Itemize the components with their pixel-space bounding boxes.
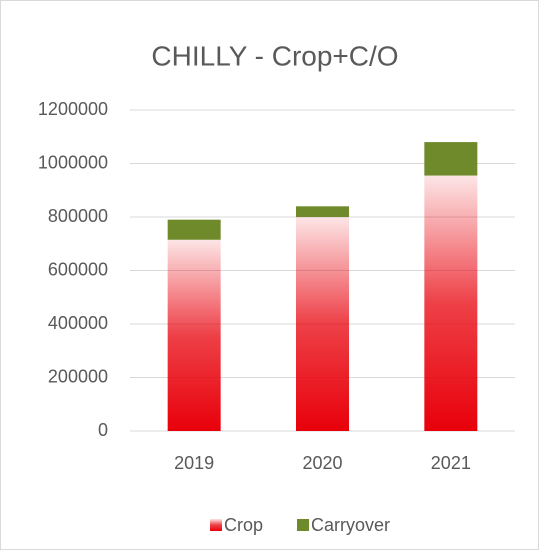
bar-segment bbox=[167, 239, 221, 431]
x-tick-label: 2021 bbox=[431, 453, 471, 473]
y-tick-label: 1200000 bbox=[38, 99, 108, 119]
legend-label: Carryover bbox=[311, 515, 390, 535]
y-tick-label: 400000 bbox=[48, 313, 108, 333]
x-tick-label: 2020 bbox=[302, 453, 342, 473]
y-tick-label: 600000 bbox=[48, 259, 108, 279]
y-tick-label: 0 bbox=[98, 420, 108, 440]
chart-title: CHILLY - Crop+C/O bbox=[151, 40, 398, 71]
bar-segment bbox=[167, 219, 221, 240]
y-tick-label: 800000 bbox=[48, 206, 108, 226]
bar-segment bbox=[424, 142, 478, 176]
legend-swatch bbox=[210, 519, 222, 531]
bar-segment bbox=[424, 175, 478, 431]
x-tick-label: 2019 bbox=[174, 453, 214, 473]
bar-segment bbox=[296, 206, 349, 217]
legend-label: Crop bbox=[224, 515, 263, 535]
y-tick-label: 1000000 bbox=[38, 152, 108, 172]
legend-swatch bbox=[297, 519, 310, 531]
y-tick-label: 200000 bbox=[48, 366, 108, 386]
bar-segment bbox=[296, 217, 349, 431]
